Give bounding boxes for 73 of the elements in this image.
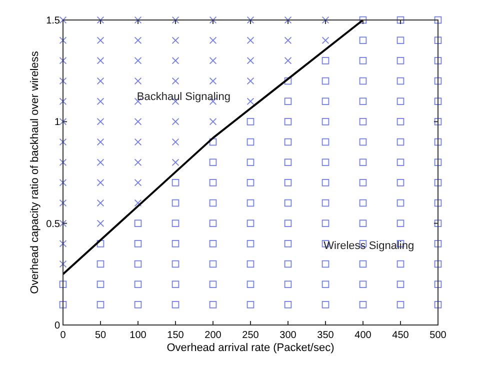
point <box>172 138 180 146</box>
point <box>209 77 217 85</box>
annotation: Wireless Signaling <box>324 240 414 252</box>
point <box>246 36 254 44</box>
x-tick-label: 450 <box>392 330 410 341</box>
x-tick-label: 250 <box>242 330 260 341</box>
point <box>209 118 217 126</box>
point <box>209 36 217 44</box>
x-axis-title: Overhead arrival rate (Packet/sec) <box>166 342 334 354</box>
y-tick-label: 0.5 <box>46 218 60 230</box>
point <box>134 138 142 146</box>
x-tick-label: 400 <box>354 330 372 341</box>
x-tick-label: 300 <box>280 330 297 341</box>
point <box>59 138 67 146</box>
x-tick-label: 50 <box>94 330 106 341</box>
point <box>59 220 67 227</box>
point <box>59 118 67 126</box>
point <box>96 77 104 85</box>
point <box>284 36 292 44</box>
point <box>96 36 104 44</box>
point <box>59 36 67 44</box>
point <box>322 16 330 24</box>
point <box>246 57 254 64</box>
point <box>96 179 104 186</box>
point <box>134 158 142 166</box>
point <box>172 36 180 44</box>
annotation: Backhaul Signaling <box>136 90 230 103</box>
x-tick-label: 200 <box>204 330 222 341</box>
point <box>59 57 67 64</box>
point <box>246 16 254 24</box>
point <box>59 179 67 186</box>
point <box>59 16 67 24</box>
point <box>59 240 67 248</box>
point <box>96 158 104 166</box>
point <box>172 57 180 64</box>
point <box>322 36 330 44</box>
point <box>134 16 142 24</box>
point <box>96 98 104 105</box>
point <box>96 220 104 227</box>
point <box>134 77 142 85</box>
point <box>59 260 67 268</box>
point <box>134 36 142 44</box>
point <box>96 118 104 126</box>
x-tick-label: 150 <box>167 330 184 341</box>
point <box>134 57 142 64</box>
point <box>96 16 104 24</box>
point <box>172 16 180 24</box>
y-axis-title: Overhead capacity ratio of backhaul over wireless <box>29 50 41 294</box>
point <box>246 77 254 85</box>
point <box>209 16 217 24</box>
y-tick-label: 1.5 <box>46 16 60 26</box>
point <box>172 158 180 166</box>
point <box>96 138 104 146</box>
point <box>172 77 180 85</box>
point <box>284 16 292 24</box>
x-tick-label: 350 <box>317 330 334 341</box>
point <box>59 77 67 85</box>
point <box>134 199 142 207</box>
point <box>59 98 67 105</box>
point <box>59 158 67 166</box>
point <box>284 57 292 64</box>
x-tick-label: 100 <box>130 330 147 341</box>
x-tick-label: 500 <box>430 330 447 341</box>
y-tick-label: 0 <box>54 320 60 332</box>
point <box>134 179 142 186</box>
point <box>96 57 104 64</box>
point <box>96 199 104 207</box>
point <box>172 118 180 126</box>
y-tick-label: 1 <box>54 117 60 128</box>
point <box>59 199 67 207</box>
point <box>209 57 217 64</box>
point <box>246 98 254 105</box>
point <box>134 118 142 126</box>
